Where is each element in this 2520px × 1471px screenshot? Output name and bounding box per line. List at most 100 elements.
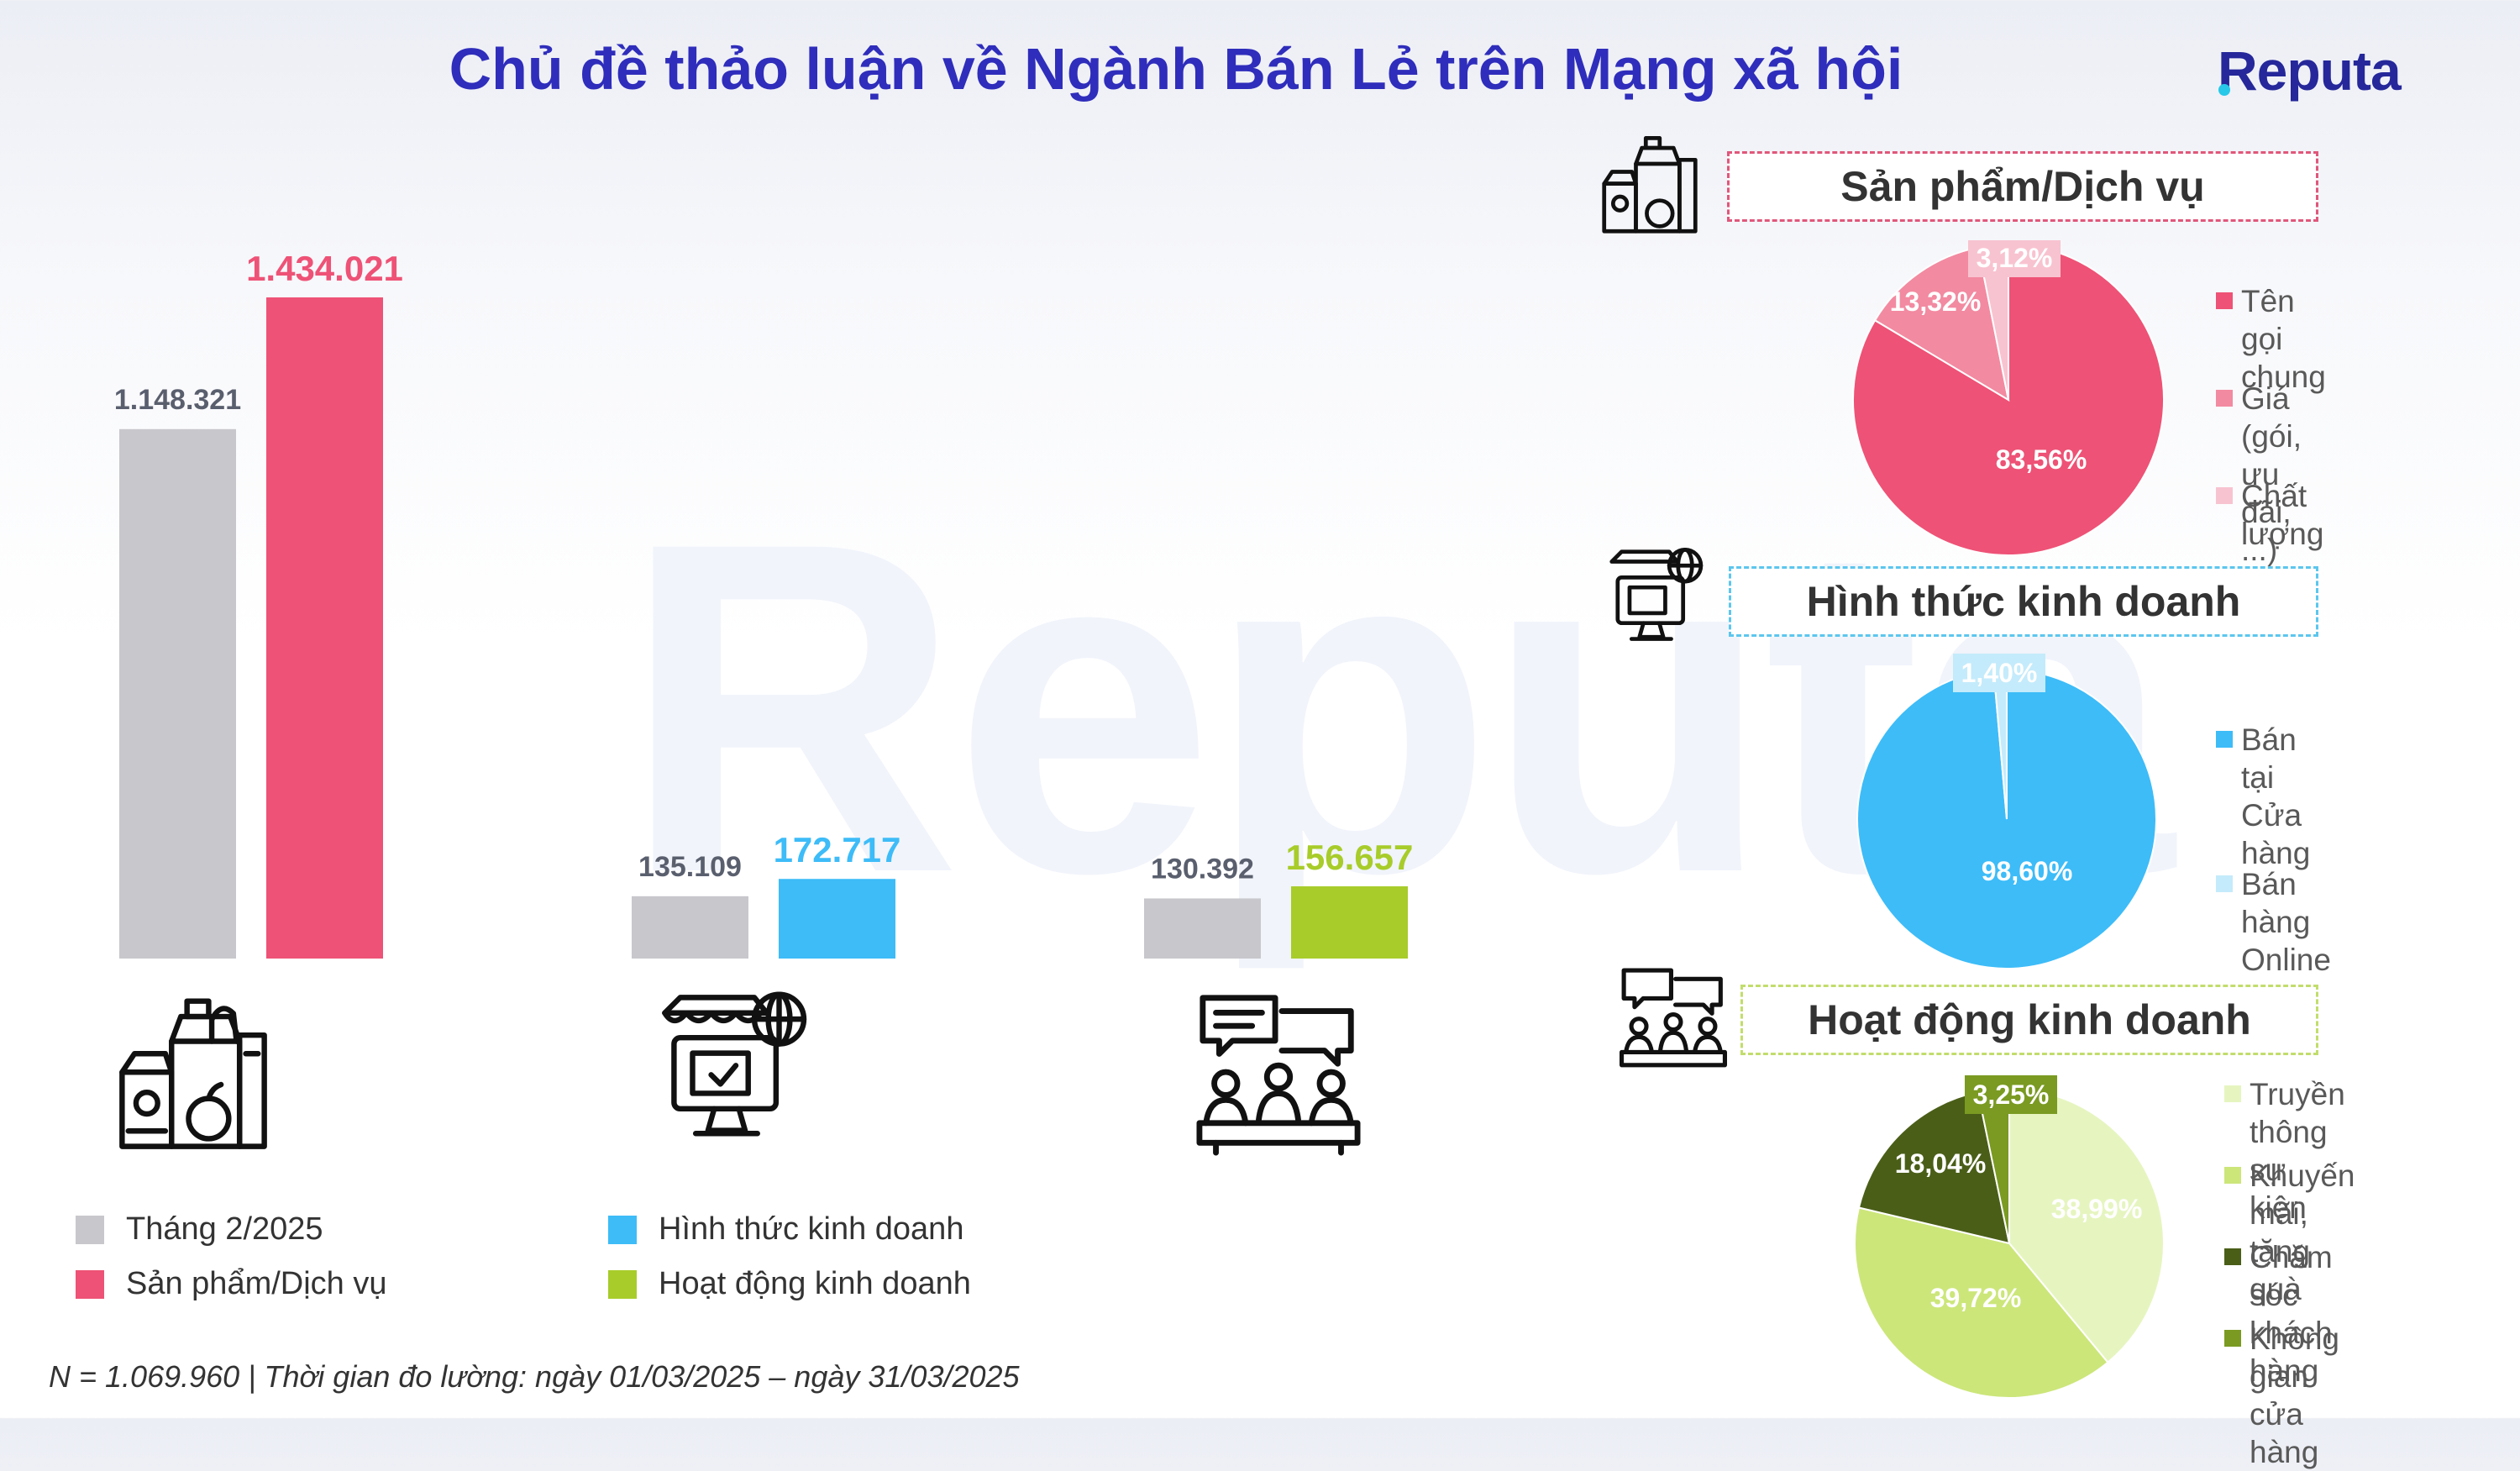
pie-slice xyxy=(2008,1087,2165,1364)
pie-legend-line: Chăm sóc xyxy=(2250,1240,2333,1312)
pie-legend-item: Chăm sóc khách hàng xyxy=(2224,1238,2333,1390)
bar-previous-month xyxy=(632,896,748,959)
pie-value-label: 18,04% xyxy=(1895,1148,1987,1179)
pie-value-label: 39,72% xyxy=(1930,1283,2022,1313)
legend-swatch xyxy=(2224,1167,2241,1184)
pie-legend-label: Bán hàng Online xyxy=(2241,867,2331,977)
legend-item-month: Tháng 2/2025 xyxy=(76,1211,323,1248)
bar-value-label: 130.392 xyxy=(1151,853,1254,885)
bar-value-label: 135.109 xyxy=(638,851,742,883)
meeting-icon xyxy=(1620,968,1727,1068)
meeting-icon xyxy=(1196,995,1361,1156)
legend-swatch xyxy=(2216,875,2233,892)
legend-swatch xyxy=(76,1269,104,1299)
pie-legend-label: Chăm sóc khách hàng xyxy=(2250,1238,2333,1390)
pie-slice xyxy=(1854,1206,2109,1399)
pie-legend-line: Không gian xyxy=(2250,1321,2339,1394)
pie-value-label: 3,25% xyxy=(1965,1075,2057,1114)
bar-current xyxy=(266,297,383,959)
pie-legend-label: Truyền thông sự kiện xyxy=(2250,1075,2345,1227)
bar-group-business-form: 135.109 172.717 xyxy=(632,830,900,959)
legend-swatch xyxy=(76,1215,104,1244)
panel-title-business-activity: Hoạt động kinh doanh xyxy=(1740,985,2318,1055)
legend-label: Tháng 2/2025 xyxy=(126,1211,323,1247)
footnote: N = 1.069.960 | Thời gian đo lường: ngày… xyxy=(49,1359,1020,1394)
grocery-icon xyxy=(1602,136,1698,234)
panel-title-text: Hình thức kinh doanh xyxy=(1806,578,2241,625)
legend-item-business-activity: Hoạt động kinh doanh xyxy=(608,1266,971,1302)
online-store-icon xyxy=(662,991,807,1137)
pie-legend-item: Bán tại Cửa hàng xyxy=(2216,721,2310,872)
panel-title-text: Sản phẩm/Dịch vụ xyxy=(1840,163,2205,210)
pie-value-text: 18,04% xyxy=(1895,1148,1987,1179)
pie-legend-item: Khuyến mãi, tặng quà xyxy=(2224,1157,2355,1308)
legend-swatch xyxy=(2224,1330,2241,1347)
legend-label: Hình thức kinh doanh xyxy=(659,1211,964,1247)
bar-current xyxy=(779,879,895,959)
legend-item-business-form: Hình thức kinh doanh xyxy=(608,1211,963,1248)
pie-slice xyxy=(1852,243,2165,556)
panel-title-business-form: Hình thức kinh doanh xyxy=(1729,566,2318,637)
pie-legend-label: Giá (gói, ưu đãi, ...) xyxy=(2241,381,2302,567)
pie-value-text: 13,32% xyxy=(1890,286,1982,317)
pie-legend-item: Truyền thông sự kiện xyxy=(2224,1075,2345,1227)
pie-legend-item: Giá (gói, ưu đãi, ...) xyxy=(2216,380,2302,569)
pie-value-text: 83,56% xyxy=(1996,444,2087,475)
legend-label: Sản phẩm/Dịch vụ xyxy=(126,1266,387,1301)
page-title: Chủ đề thảo luận về Ngành Bán Lẻ trên Mạ… xyxy=(449,36,1903,102)
pie-label-bg xyxy=(1968,240,2061,277)
pie-value-label: 3,12% xyxy=(1968,240,2061,277)
pie-value-label: 13,32% xyxy=(1890,286,1982,317)
pie-chart-product: 83,56% 13,32% 3,12% xyxy=(1852,240,2165,556)
bar-current xyxy=(1291,886,1408,959)
pie-legend-line: Truyền thông xyxy=(2250,1077,2345,1149)
brand-logo: Reputa xyxy=(2218,39,2402,102)
panel-title-text: Hoạt động kinh doanh xyxy=(1808,996,2251,1043)
pie-legend-item: Không gian cửa hàng xyxy=(2224,1320,2339,1471)
grocery-icon xyxy=(119,998,267,1149)
legend-swatch xyxy=(2216,292,2233,309)
legend-swatch xyxy=(608,1215,637,1244)
legend-swatch xyxy=(2216,731,2233,748)
legend-swatch xyxy=(2224,1248,2241,1265)
pie-chart-business-form: 98,60% 1,40% xyxy=(1856,654,2157,969)
pie-label-bg xyxy=(1953,654,2045,692)
pie-legend-line: Khuyến mãi, xyxy=(2250,1158,2355,1231)
bar-value-label: 172.717 xyxy=(774,830,901,869)
pie-legend-item: Bán hàng Online xyxy=(2216,865,2331,979)
pie-value-label: 83,56% xyxy=(1996,444,2087,475)
pie-value-text: 1,40% xyxy=(1961,658,2038,688)
legend-item-product: Sản phẩm/Dịch vụ xyxy=(76,1266,387,1302)
legend-swatch xyxy=(2224,1085,2241,1102)
legend-swatch xyxy=(2216,390,2233,407)
online-store-icon xyxy=(1609,548,1704,641)
pie-legend-line: tặng quà xyxy=(2250,1234,2311,1306)
bar-value-label: 1.148.321 xyxy=(114,384,241,416)
pie-value-text: 38,99% xyxy=(2051,1194,2143,1224)
pie-legend-line: cửa hàng xyxy=(2250,1397,2319,1469)
pie-value-label: 38,99% xyxy=(2051,1194,2143,1224)
brand-logo-dot xyxy=(2218,84,2230,96)
bar-chart: 1.148.321 1.434.021 135.109 172.717 130.392 1… xyxy=(114,249,1414,959)
pie-legend-item: Tên gọi chung xyxy=(2216,282,2326,396)
legend-label: Hoạt động kinh doanh xyxy=(659,1266,971,1301)
pie-legend-label: Chất lượng xyxy=(2241,479,2324,551)
pie-value-text: 3,25% xyxy=(1973,1080,2050,1110)
pie-legend-label: Khuyến mãi, tặng quà xyxy=(2250,1157,2355,1308)
bar-previous-month xyxy=(119,428,236,959)
bar-previous-month xyxy=(1144,898,1261,959)
pie-value-text: 3,12% xyxy=(1977,243,2053,273)
pie-value-label: 98,60% xyxy=(1982,856,2073,886)
pie-slice xyxy=(1857,1090,2011,1245)
pie-label-bg xyxy=(1965,1075,2057,1114)
legend-swatch xyxy=(2216,487,2233,504)
pie-legend-label: Bán tại Cửa hàng xyxy=(2241,722,2311,870)
pie-value-text: 39,72% xyxy=(1930,1283,2022,1313)
pie-value-label: 1,40% xyxy=(1953,654,2045,692)
pie-legend-line: khách hàng xyxy=(2250,1316,2333,1388)
pie-value-text: 98,60% xyxy=(1982,856,2073,886)
pie-chart-business-activity: 38,99% 39,72% 18,04% 3,25% xyxy=(1854,1075,2165,1399)
pie-legend-label: Tên gọi chung xyxy=(2241,284,2326,394)
bar-value-label: 156.657 xyxy=(1286,838,1414,877)
bar-value-label: 1.434.021 xyxy=(246,249,403,288)
